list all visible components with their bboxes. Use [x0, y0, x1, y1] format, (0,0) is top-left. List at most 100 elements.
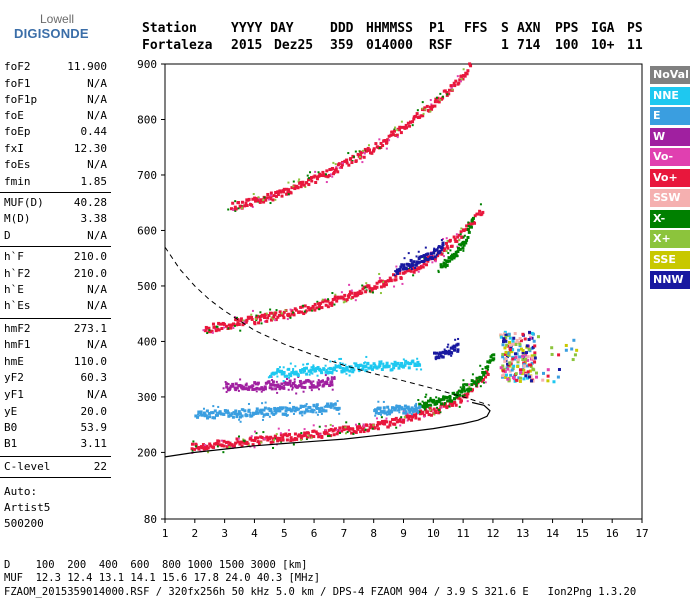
param-value: 0.44 — [80, 125, 108, 138]
cluster-point — [518, 342, 522, 346]
legend-item: E — [650, 107, 690, 125]
cluster-point — [526, 372, 530, 376]
trace-point — [275, 407, 278, 410]
cluster-point — [514, 355, 518, 359]
trace-point — [426, 259, 430, 263]
trace-point — [336, 400, 339, 403]
trace-point — [283, 387, 286, 390]
cluster-point — [514, 372, 518, 376]
cluster-point — [575, 348, 579, 352]
trace-point — [467, 221, 470, 224]
trace-point — [244, 320, 248, 324]
cluster-point — [518, 379, 522, 383]
trace-point — [227, 323, 231, 327]
legend-item: Vo- — [650, 148, 690, 166]
trace-point — [421, 405, 425, 409]
trace-point — [423, 415, 426, 418]
trace-point — [242, 319, 245, 322]
trace-point — [286, 318, 289, 321]
trace-point — [234, 209, 237, 212]
trace-point — [441, 95, 444, 98]
trace-point — [311, 309, 314, 312]
legend-item: SSW — [650, 189, 690, 207]
trace-point — [258, 318, 262, 322]
trace-point — [450, 403, 454, 407]
trace-point — [445, 263, 449, 267]
trace-point — [453, 397, 457, 401]
trace-point — [468, 385, 471, 388]
trace-point — [411, 359, 415, 363]
trace-point — [426, 399, 430, 403]
trace-point — [256, 381, 260, 385]
trace-point — [404, 359, 408, 363]
trace-point — [421, 411, 425, 415]
trace-point — [378, 138, 381, 141]
trace-point — [320, 371, 323, 374]
trace-point — [430, 404, 433, 407]
trace-point — [310, 175, 314, 179]
trace-point — [432, 398, 436, 402]
cluster-point — [507, 379, 511, 383]
trace-point — [381, 144, 385, 148]
y-tick-label: 500 — [137, 280, 157, 293]
trace-point — [392, 362, 396, 366]
trace-point — [244, 201, 248, 205]
trace-point — [384, 283, 388, 287]
trace-point — [249, 436, 253, 440]
trace-point — [250, 414, 254, 418]
trace-point — [393, 274, 396, 277]
trace-point — [202, 329, 205, 332]
trace-point — [393, 360, 397, 364]
cluster-point — [517, 341, 521, 345]
trace-point — [429, 396, 432, 399]
trace-point — [312, 404, 316, 408]
trace-point — [392, 129, 396, 133]
trace-point — [437, 356, 441, 360]
trace-point — [323, 405, 326, 408]
trace-point — [459, 230, 463, 234]
header-label-ps: PS — [627, 21, 643, 36]
trace-point — [324, 404, 328, 408]
trace-point — [416, 357, 419, 360]
cluster-point — [546, 368, 550, 372]
trace-point — [389, 133, 393, 137]
trace-point — [362, 423, 365, 426]
trace-point — [409, 269, 413, 273]
trace-point — [236, 440, 240, 444]
cluster-point — [516, 365, 520, 369]
trace-point — [272, 318, 275, 321]
trace-point — [310, 389, 313, 392]
trace-point — [263, 320, 266, 323]
trace-point — [429, 413, 433, 417]
trace-point — [378, 272, 381, 275]
param-name: fmin — [4, 175, 31, 188]
trace-point — [369, 290, 372, 293]
trace-point — [303, 428, 306, 431]
cluster-point — [564, 348, 568, 352]
trace-point — [207, 411, 211, 415]
trace-point — [303, 412, 306, 415]
trace-point — [400, 361, 404, 365]
trace-point — [461, 77, 465, 81]
trace-point — [402, 358, 405, 361]
trace-point — [378, 360, 381, 363]
trace-point — [299, 305, 303, 309]
param-separator — [0, 456, 111, 457]
trace-point — [271, 437, 275, 441]
trace-point — [213, 416, 217, 420]
trace-NNW — [393, 239, 445, 277]
trace-point — [356, 293, 360, 297]
trace-point — [382, 363, 385, 366]
trace-point — [371, 291, 374, 294]
cluster-point — [541, 371, 545, 375]
param-name: B1 — [4, 437, 18, 450]
trace-point — [459, 80, 462, 83]
trace-point — [274, 371, 278, 375]
trace-point — [439, 92, 442, 95]
trace-point — [411, 267, 415, 271]
trace-point — [228, 446, 231, 449]
trace-point — [378, 406, 382, 410]
trace-point — [369, 364, 373, 368]
trace-point — [190, 447, 194, 451]
trace-point — [262, 408, 266, 412]
